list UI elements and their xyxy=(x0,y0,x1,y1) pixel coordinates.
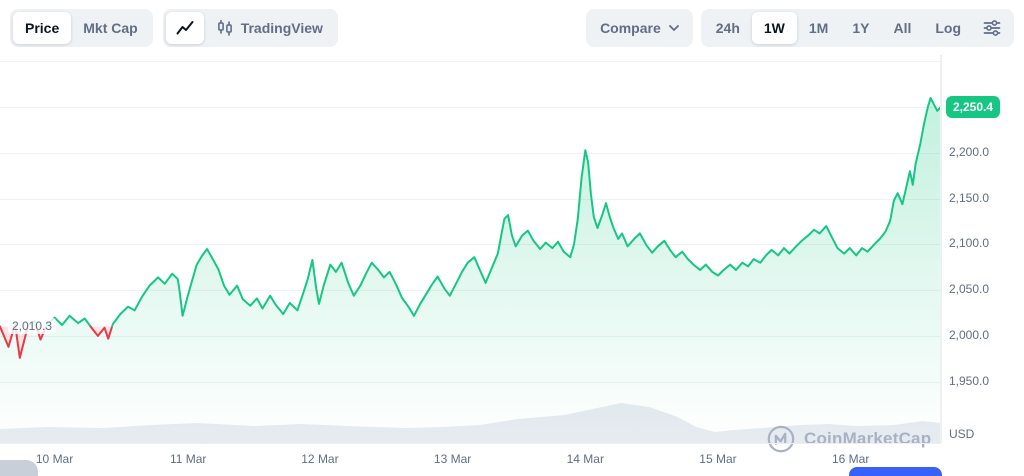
line-chart-icon xyxy=(176,20,194,34)
y-axis-label: 2,100.0 xyxy=(949,236,990,251)
date-axis: 10 Mar 11 Mar 12 Mar 13 Mar 14 Mar 15 Mar 16 M… xyxy=(0,443,941,476)
y-axis-label: 2,000.0 xyxy=(949,327,990,342)
coinmarketcap-logo-icon xyxy=(767,425,795,453)
chart-toolbar: Price Mkt Cap TradingView Compare xyxy=(0,0,1024,55)
chart-type-toggle: TradingView xyxy=(162,8,338,47)
price-chart-canvas xyxy=(0,55,941,443)
current-price-badge: 2,250.4 xyxy=(946,95,1001,118)
x-axis-label: 13 Mar xyxy=(433,452,472,466)
x-axis-label: 11 Mar xyxy=(169,452,207,466)
y-axis-label: 2,050.0 xyxy=(949,282,990,297)
range-1w[interactable]: 1W xyxy=(751,11,797,44)
open-price-label: 2,010.3 xyxy=(8,317,57,334)
chart-settings-button[interactable] xyxy=(973,12,1011,44)
sliders-icon xyxy=(983,19,1001,36)
price-axis: 2,250.4 USD 2,200.0 2,150.0 2,100.0 2,050.0… xyxy=(941,55,1024,443)
tab-mktcap[interactable]: Mkt Cap xyxy=(83,19,138,36)
y-axis-label: 2,150.0 xyxy=(949,190,990,205)
currency-label: USD xyxy=(949,427,975,441)
price-mktcap-toggle: Price Mkt Cap xyxy=(10,8,153,47)
tradingview-label: TradingView xyxy=(240,19,323,36)
x-axis-label: 10 Mar xyxy=(35,452,74,466)
candlestick-icon xyxy=(217,19,232,36)
y-axis-label: 1,950.0 xyxy=(949,373,990,388)
toolbar-right-group: Compare 24h 1W 1M 1Y All Log xyxy=(586,8,1014,47)
x-axis-label: 14 Mar xyxy=(566,452,604,466)
log-scale-toggle[interactable]: Log xyxy=(935,19,961,36)
line-chart-type-button[interactable] xyxy=(165,11,204,44)
chevron-down-icon xyxy=(668,24,679,31)
range-1y[interactable]: 1Y xyxy=(852,19,870,36)
x-axis-label: 16 Mar xyxy=(831,452,870,466)
range-all[interactable]: All xyxy=(893,19,912,36)
range-24h[interactable]: 24h xyxy=(715,19,740,36)
compare-label: Compare xyxy=(600,19,661,36)
range-1m[interactable]: 1M xyxy=(808,19,829,36)
range-selector: 24h 1W 1M 1Y All Log xyxy=(700,8,1014,47)
price-chart[interactable]: 2,010.3 CoinMarketCap xyxy=(0,55,941,453)
tradingview-button[interactable]: TradingView xyxy=(204,12,335,44)
bottom-blue-partial[interactable] xyxy=(849,467,942,476)
bottom-left-partial[interactable] xyxy=(0,460,38,476)
x-axis-label: 12 Mar xyxy=(301,452,339,466)
tab-price[interactable]: Price xyxy=(13,11,72,44)
x-axis-label: 15 Mar xyxy=(699,452,737,466)
y-axis-label: 2,200.0 xyxy=(949,144,990,159)
compare-button[interactable]: Compare xyxy=(586,8,693,47)
